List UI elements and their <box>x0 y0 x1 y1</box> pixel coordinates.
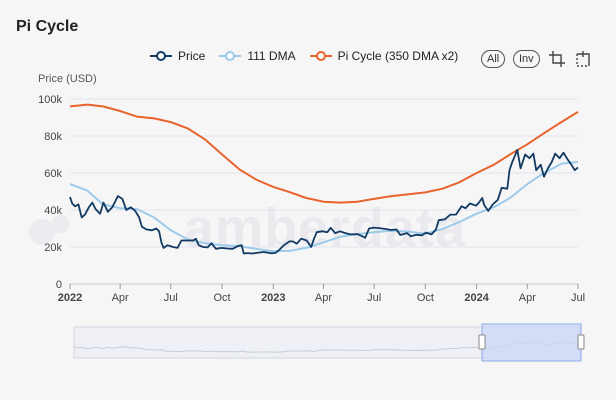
crop-icon[interactable] <box>548 50 566 68</box>
x-tick-label: Oct <box>214 292 231 304</box>
x-tick-label: Jul <box>367 292 381 304</box>
x-tick-label: Oct <box>417 292 434 304</box>
reset-zoom-icon[interactable] <box>574 50 592 68</box>
all-button[interactable]: All <box>481 50 506 68</box>
series-line-picycle <box>69 103 579 204</box>
series-line-dma111 <box>69 160 579 253</box>
y-tick-label: 80k <box>44 131 62 143</box>
x-tick-label: Apr <box>112 292 129 304</box>
watermark-logo-dot <box>29 219 55 245</box>
y-axis-label: Price (USD) <box>38 73 97 85</box>
x-tick-label: Jul <box>164 292 178 304</box>
y-tick-label: 60k <box>44 168 62 180</box>
x-tick-label: 2023 <box>261 292 285 304</box>
page-title: Pi Cycle <box>16 18 79 35</box>
legend-item-pi-cycle[interactable]: Pi Cycle (350 DMA x2) <box>309 49 459 63</box>
navigator-handle-left[interactable] <box>478 334 486 350</box>
legend-pi-cycle-marker <box>309 51 332 61</box>
x-tick-label: Apr <box>519 292 536 304</box>
legend-label-111-dma: 111 DMA <box>247 49 296 63</box>
chart-legend: Price 111 DMA Pi Cycle (350 DMA x2) <box>150 49 472 63</box>
x-tick-label: Jul <box>571 292 585 304</box>
legend-item-price[interactable]: Price <box>150 49 205 63</box>
legend-label-pi-cycle: Pi Cycle (350 DMA x2) <box>337 49 459 63</box>
legend-111-dma-marker <box>219 51 242 61</box>
legend-label-price: Price <box>178 49 206 63</box>
x-tick-label: 2024 <box>464 292 489 304</box>
invert-button[interactable]: Inv <box>513 50 540 68</box>
navigator-selection[interactable] <box>481 323 582 362</box>
series-line-price <box>69 149 579 255</box>
legend-item-111-dma[interactable]: 111 DMA <box>219 49 296 63</box>
navigator-handle-right[interactable] <box>577 334 585 350</box>
watermark-logo-dot <box>51 215 69 233</box>
y-tick-label: 40k <box>44 205 62 217</box>
y-tick-label: 100k <box>38 94 62 106</box>
x-tick-label: 2022 <box>58 292 82 304</box>
y-tick-label: 20k <box>44 242 62 254</box>
legend-price-marker <box>150 51 172 61</box>
x-tick-label: Apr <box>315 292 332 304</box>
y-tick-label: 0 <box>56 279 62 291</box>
